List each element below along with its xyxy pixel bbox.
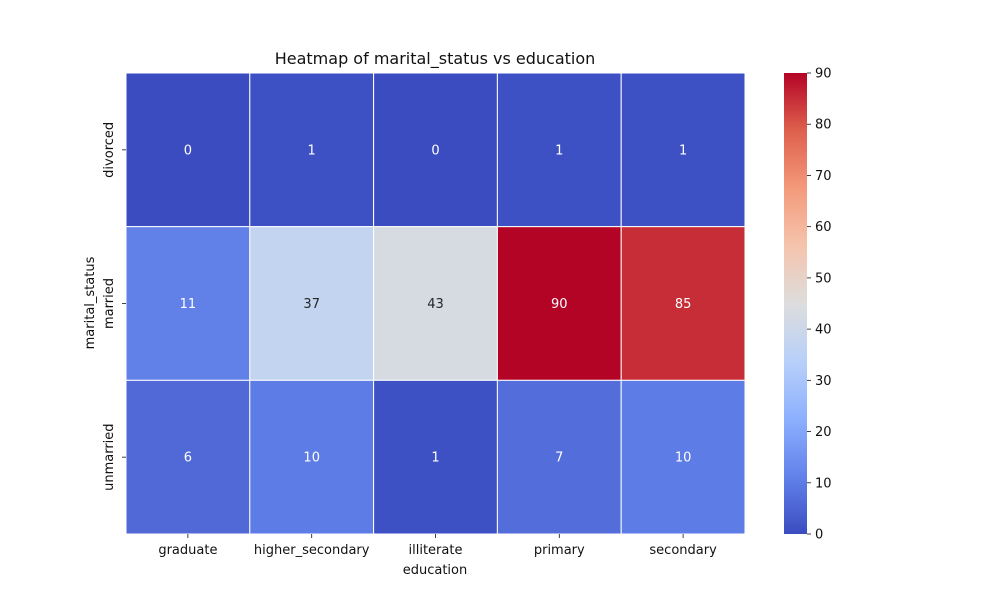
colorbar-tick-label: 30: [815, 374, 832, 389]
cell-value-label: 0: [431, 143, 439, 158]
colorbar-ticks: 0 10 20 30 40 50 60 70 80 90: [807, 67, 832, 543]
cell-value-label: 43: [427, 297, 444, 312]
y-tick-label: unmarried: [102, 423, 117, 490]
x-tick-label: primary: [534, 543, 585, 558]
cell-value-label: 90: [551, 297, 568, 312]
cell-value-label: 85: [675, 297, 692, 312]
x-tick-label: illiterate: [409, 543, 463, 558]
heatmap-cell: [125, 226, 251, 381]
heatmap-cell: [620, 226, 746, 381]
cell-value-label: 11: [180, 297, 197, 312]
y-axis-ticks: divorced married unmarried: [102, 122, 126, 491]
colorbar-tick-label: 80: [815, 118, 832, 133]
y-tick-label: divorced: [102, 122, 117, 178]
cell-value-label: 1: [555, 143, 563, 158]
colorbar-tick-label: 70: [815, 169, 832, 184]
x-axis-ticks: graduate higher_secondary illiterate primar…: [158, 534, 717, 558]
heatmap-cell: [249, 379, 375, 535]
heatmap-cell: [373, 72, 498, 228]
heatmap-cell: [373, 379, 498, 535]
x-tick-label: secondary: [649, 543, 717, 558]
cell-value-label: 1: [308, 143, 316, 158]
colorbar: [784, 73, 807, 534]
heatmap-cell: [373, 226, 498, 381]
y-tick-label: married: [102, 278, 117, 329]
colorbar-tick-label: 0: [815, 528, 823, 543]
colorbar-tick-label: 40: [815, 323, 832, 338]
cell-value-label: 1: [431, 451, 439, 466]
heatmap-cell: [620, 379, 746, 535]
cell-value-label: 10: [303, 451, 320, 466]
heatmap-cell: [125, 72, 251, 228]
cell-value-label: 6: [184, 451, 192, 466]
colorbar-tick-label: 20: [815, 425, 832, 440]
heatmap-cell: [249, 72, 375, 228]
x-tick-label: higher_secondary: [254, 543, 370, 558]
heatmap-cell: [620, 72, 746, 228]
colorbar-tick-label: 50: [815, 271, 832, 286]
cell-value-label: 10: [675, 451, 692, 466]
colorbar-tick-label: 60: [815, 220, 832, 235]
heatmap-cells: 0 1 0 1 111 37 43 90 856 10 1 7 10: [125, 72, 746, 535]
x-axis-label: education: [403, 563, 468, 578]
cell-value-label: 1: [679, 143, 687, 158]
x-tick-label: graduate: [158, 543, 217, 558]
heatmap-cell: [496, 379, 622, 535]
colorbar-tick-label: 10: [815, 476, 832, 491]
cell-value-label: 7: [555, 451, 563, 466]
colorbar-tick-label: 90: [815, 67, 832, 82]
cell-value-label: 0: [184, 143, 192, 158]
y-axis-label: marital_status: [83, 256, 98, 349]
chart-title: Heatmap of marital_status vs education: [275, 49, 596, 69]
heatmap-cell: [496, 72, 622, 228]
cell-value-label: 37: [303, 297, 320, 312]
